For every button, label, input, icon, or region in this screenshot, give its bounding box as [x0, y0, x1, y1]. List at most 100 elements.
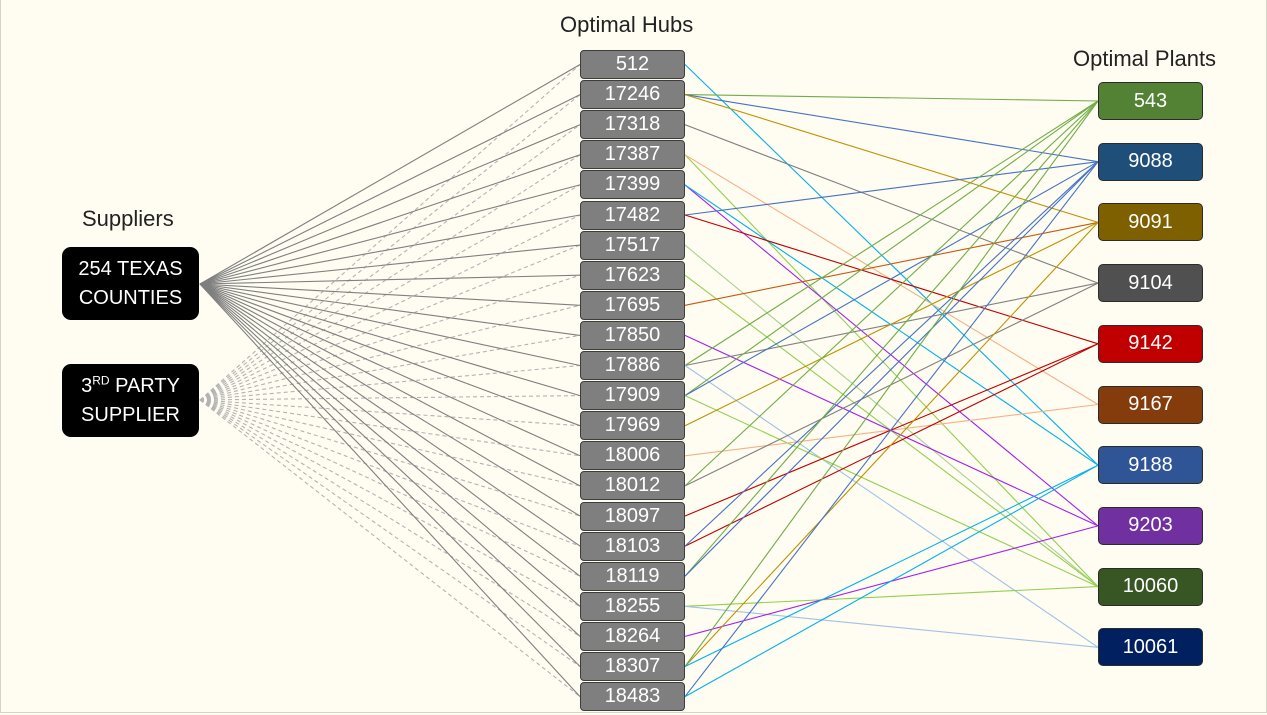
link-texas-17623 [199, 274, 581, 285]
link-third-party-512 [199, 64, 581, 401]
hub-18255[interactable]: 18255 [580, 591, 685, 621]
plant-9091[interactable]: 9091 [1098, 203, 1203, 242]
flow-17886-10061 [684, 365, 1099, 648]
flow-17387-10060 [684, 154, 1099, 587]
hub-18006[interactable]: 18006 [580, 441, 685, 471]
link-third-party-17909 [199, 395, 581, 401]
flow-18483-9188 [684, 464, 1099, 698]
hub-plant-links [684, 64, 1099, 698]
flow-18103-9088 [684, 161, 1099, 547]
link-texas-17850 [199, 283, 581, 336]
link-third-party-17517 [199, 244, 581, 401]
flow-17909-9088 [684, 161, 1099, 397]
plant-10060[interactable]: 10060 [1098, 567, 1203, 606]
link-texas-17399 [199, 184, 581, 285]
link-texas-17517 [199, 244, 581, 285]
flow-17517-10060 [684, 244, 1099, 588]
flow-17482-9088 [684, 161, 1099, 216]
hub-18097[interactable]: 18097 [580, 501, 685, 531]
link-texas-18097 [199, 283, 581, 517]
link-texas-18119 [199, 283, 581, 577]
plant-9088[interactable]: 9088 [1098, 142, 1203, 181]
hub-18119[interactable]: 18119 [580, 561, 685, 591]
hub-17517[interactable]: 17517 [580, 230, 685, 260]
plant-543[interactable]: 543 [1098, 82, 1203, 120]
link-third-party-18483 [199, 399, 581, 698]
plant-9167[interactable]: 9167 [1098, 385, 1203, 424]
hub-18012[interactable]: 18012 [580, 471, 685, 501]
flow-17246-9088 [684, 94, 1099, 163]
link-texas-17482 [199, 214, 581, 285]
hub-18264[interactable]: 18264 [580, 621, 685, 651]
flow-18255-10061 [684, 605, 1099, 648]
hub-17387[interactable]: 17387 [580, 140, 685, 170]
plant-9104[interactable]: 9104 [1098, 264, 1203, 303]
link-texas-17318 [199, 124, 581, 285]
flow-17909-543 [684, 100, 1099, 397]
link-texas-17246 [199, 94, 581, 285]
flow-17969-9091 [684, 221, 1099, 427]
link-third-party-18103 [199, 399, 581, 547]
hub-18483[interactable]: 18483 [580, 682, 685, 712]
flow-18307-9188 [684, 464, 1099, 667]
hub-17969[interactable]: 17969 [580, 411, 685, 441]
link-texas-18012 [199, 283, 581, 487]
link-texas-17909 [199, 283, 581, 397]
hub-17909[interactable]: 17909 [580, 381, 685, 411]
supplier-party-line1: 3RD PARTY [81, 372, 180, 397]
flow-17399-9203 [684, 184, 1099, 527]
link-texas-17969 [199, 283, 581, 427]
flow-18119-9088 [684, 161, 1099, 577]
suppliers-title: Suppliers [82, 206, 174, 231]
flow-512-9188 [684, 64, 1099, 466]
hub-512[interactable]: 512 [580, 50, 685, 79]
flow-17909-10060 [684, 395, 1099, 588]
plant-10061[interactable]: 10061 [1098, 628, 1203, 667]
link-third-party-17850 [199, 334, 581, 401]
link-texas-18307 [199, 283, 581, 667]
link-third-party-18264 [199, 399, 581, 637]
link-third-party-17886 [199, 364, 581, 401]
flow-17695-9091 [684, 221, 1099, 306]
plant-9188[interactable]: 9188 [1098, 446, 1203, 485]
link-third-party-17695 [199, 304, 581, 401]
link-texas-17886 [199, 283, 581, 367]
flow-17399-9188 [684, 184, 1099, 466]
link-third-party-17387 [199, 154, 581, 401]
hub-18307[interactable]: 18307 [580, 652, 685, 681]
supplier-party-line2: SUPPLIER [81, 403, 180, 426]
flow-17886-543 [684, 100, 1099, 366]
hub-17886[interactable]: 17886 [580, 351, 685, 380]
flow-17246-543 [684, 94, 1099, 102]
link-third-party-18119 [199, 399, 581, 577]
hub-17318[interactable]: 17318 [580, 110, 685, 140]
supplier-texas-line1: 254 TEXAS [78, 257, 183, 280]
supplier-texas-counties[interactable]: 254 TEXAS COUNTIES [62, 247, 199, 320]
hub-17623[interactable]: 17623 [580, 260, 685, 290]
link-texas-17695 [199, 283, 581, 306]
plant-9142[interactable]: 9142 [1098, 324, 1203, 363]
link-texas-18255 [199, 283, 581, 607]
hub-17399[interactable]: 17399 [580, 170, 685, 200]
hubs-title: Optimal Hubs [560, 12, 694, 37]
hub-17246[interactable]: 17246 [580, 80, 685, 110]
hub-18103[interactable]: 18103 [580, 531, 685, 561]
supplier-third-party[interactable]: 3RD PARTY SUPPLIER [62, 364, 199, 437]
supplier-texas-line2: COUNTIES [78, 286, 183, 309]
hub-17695[interactable]: 17695 [580, 290, 685, 320]
flow-18119-543 [684, 100, 1099, 577]
link-third-party-17969 [199, 399, 581, 427]
link-third-party-17246 [199, 94, 581, 401]
link-third-party-17482 [199, 214, 581, 401]
plants-title: Optimal Plants [1073, 46, 1217, 71]
flow-18307-9091 [684, 222, 1099, 667]
hub-17482[interactable]: 17482 [580, 200, 685, 230]
flow-18483-9088 [684, 161, 1099, 697]
link-third-party-18012 [199, 399, 581, 487]
hub-17850[interactable]: 17850 [580, 320, 685, 350]
link-texas-17387 [199, 154, 581, 285]
plant-9203[interactable]: 9203 [1098, 506, 1203, 545]
link-third-party-17399 [199, 184, 581, 401]
link-third-party-18006 [199, 399, 581, 457]
link-texas-18103 [199, 283, 581, 547]
